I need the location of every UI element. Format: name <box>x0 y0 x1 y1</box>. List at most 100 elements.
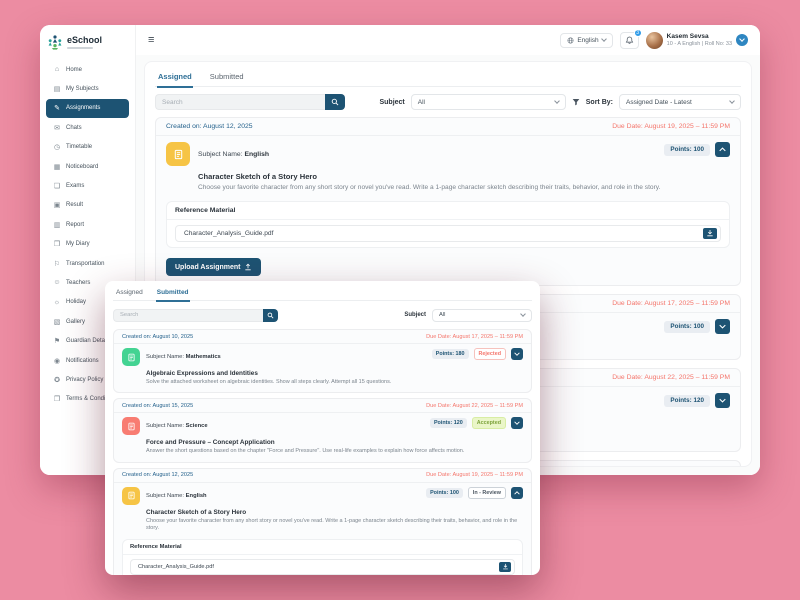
chevron-up-icon <box>719 147 726 152</box>
due-date: Due Date: August 19, 2025 – 11:59 PM <box>612 123 730 130</box>
sidebar-item-chats[interactable]: ✉ Chats <box>54 124 82 132</box>
sidebar-nav: ⌂ Home ▤ My Subjects ✎ Assignments ✉ Chats ◷… <box>40 57 135 412</box>
sort-select[interactable]: Assigned Date - Latest <box>619 94 741 110</box>
logo-icon <box>48 35 62 50</box>
upload-icon <box>245 264 252 271</box>
chevron-down-icon <box>600 36 607 42</box>
assignment-card: Created on: August 12, 2025 Due Date: Au… <box>155 117 741 287</box>
top-bar: ≡ English 3 Kasem Sevsa 10 - A English |… <box>136 25 760 55</box>
sidebar-item-privacy-policy[interactable]: ✪ Privacy Policy <box>54 376 104 384</box>
transportation-icon: ⚐ <box>53 260 61 268</box>
tab-assigned[interactable]: Assigned <box>116 289 143 296</box>
search-input[interactable] <box>155 94 325 110</box>
sidebar-item-terms[interactable]: ❐ Terms & Condition <box>53 396 116 404</box>
main-app-window: eSchool ⌂ Home ▤ My Subjects ✎ Assignments … <box>40 25 760 475</box>
user-meta: 10 - A English | Roll No: 33 <box>666 40 732 47</box>
sidebar-item-transportation[interactable]: ⚐ Transportation <box>53 260 105 268</box>
chevron-down-icon <box>719 325 726 330</box>
points-badge: Points: 120 <box>664 394 710 407</box>
user-menu[interactable]: Kasem Sevsa 10 - A English | Roll No: 33 <box>645 31 748 49</box>
download-icon <box>502 564 508 570</box>
points-badge: Points: 100 <box>664 143 710 156</box>
reference-material-label: Reference Material <box>123 540 522 555</box>
sidebar-item-noticeboard[interactable]: ▦ Noticeboard <box>53 163 99 171</box>
status-badge-rejected: Rejected <box>473 348 506 360</box>
status-badge-accepted: Accepted <box>471 417 506 430</box>
search-button[interactable] <box>325 94 345 110</box>
home-icon: ⌂ <box>54 66 60 74</box>
sidebar-item-teachers[interactable]: ☺ Teachers <box>53 279 91 287</box>
report-icon: ▥ <box>53 221 61 229</box>
search-input[interactable] <box>113 308 263 322</box>
tab-submitted[interactable]: Submitted <box>209 72 244 81</box>
math-subject-icon <box>122 348 140 366</box>
bell-icon <box>625 36 633 44</box>
chevron-down-icon <box>514 421 520 426</box>
main-column: ≡ English 3 Kasem Sevsa 10 - A English |… <box>136 25 760 475</box>
subject-name: Subject Name: Mathematics <box>146 354 221 360</box>
due-date: Due Date: August 17, 2025 – 11:59 PM <box>612 300 730 308</box>
language-selector[interactable]: English <box>560 32 613 48</box>
download-button[interactable] <box>703 227 717 239</box>
tab-submitted[interactable]: Submitted <box>156 286 190 300</box>
filter-row: Subject All <box>113 303 532 327</box>
sidebar-item-notifications[interactable]: ◉ Notifications <box>53 357 99 365</box>
english-subject-icon <box>122 486 140 505</box>
avatar <box>645 31 663 49</box>
collapse-button[interactable] <box>715 142 730 157</box>
due-date: Due Date: August 22, 2025 – 11:59 PM <box>612 374 730 382</box>
created-date: Created on: August 12, 2025 <box>166 123 253 130</box>
guardian-icon: ⚑ <box>53 338 61 346</box>
assignment-description: Choose your favorite character from any … <box>146 517 518 532</box>
points-badge: Points: 180 <box>431 349 469 359</box>
download-button[interactable] <box>499 561 511 572</box>
privacy-icon: ✪ <box>54 376 60 384</box>
chevron-down-icon <box>520 311 526 317</box>
globe-icon <box>567 37 574 43</box>
sidebar-item-timetable[interactable]: ◷ Timetable <box>53 144 93 152</box>
sidebar-item-gallery[interactable]: ▧ Gallery <box>53 318 86 326</box>
gallery-icon: ▧ <box>53 318 61 326</box>
expand-button[interactable] <box>715 319 730 335</box>
sidebar-item-holiday[interactable]: ☼ Holiday <box>53 298 87 306</box>
app-name: eSchool <box>67 34 103 45</box>
subject-select[interactable]: All <box>410 94 566 110</box>
assignments-icon: ✎ <box>54 105 60 113</box>
search-icon <box>331 98 339 106</box>
holiday-icon: ☼ <box>53 298 61 306</box>
subject-select[interactable]: All <box>432 308 532 322</box>
assignment-description: Solve the attached worksheet on algebrai… <box>146 379 392 385</box>
english-subject-icon <box>166 142 190 166</box>
upload-assignment-button[interactable]: Upload Assignment <box>166 258 262 277</box>
sidebar-item-assignments[interactable]: ✎ Assignments <box>46 98 129 119</box>
expand-button[interactable] <box>511 348 523 360</box>
result-icon: ▣ <box>53 202 61 210</box>
timetable-icon: ◷ <box>53 144 61 152</box>
chevron-down-icon <box>553 98 560 104</box>
filter-icon[interactable] <box>572 98 580 106</box>
expand-button[interactable] <box>715 393 730 409</box>
teachers-icon: ☺ <box>53 279 61 287</box>
assignment-description: Choose your favorite character from any … <box>198 184 661 191</box>
due-date: Due Date: August 19, 2025 – 11:59 PM <box>426 472 523 479</box>
sidebar-item-my-diary[interactable]: ❒ My Diary <box>53 241 90 249</box>
sidebar-item-result[interactable]: ▣ Result <box>53 202 84 210</box>
tab-assigned[interactable]: Assigned <box>157 68 193 86</box>
expand-button[interactable] <box>511 417 523 430</box>
sidebar-item-my-subjects[interactable]: ▤ My Subjects <box>53 86 99 94</box>
sidebar-item-report[interactable]: ▥ Report <box>53 221 85 229</box>
points-badge: Points: 100 <box>664 320 710 333</box>
tab-bar: Assigned Submitted <box>155 62 741 87</box>
sidebar-item-exams[interactable]: ❏ Exams <box>53 183 85 191</box>
subject-name: Subject Name: English <box>146 492 207 499</box>
search-button[interactable] <box>263 308 278 322</box>
subject-filter-label: Subject <box>404 312 426 318</box>
notifications-button[interactable]: 3 <box>619 28 642 49</box>
sidebar-item-home[interactable]: ⌂ Home <box>54 66 83 74</box>
hamburger-menu-icon[interactable]: ≡ <box>148 34 155 46</box>
collapse-button[interactable] <box>511 486 523 499</box>
download-icon <box>707 230 713 237</box>
language-value: English <box>577 36 599 44</box>
sidebar-item-guardian-details[interactable]: ⚑ Guardian Details <box>53 338 111 346</box>
user-caret-button[interactable] <box>736 34 748 46</box>
